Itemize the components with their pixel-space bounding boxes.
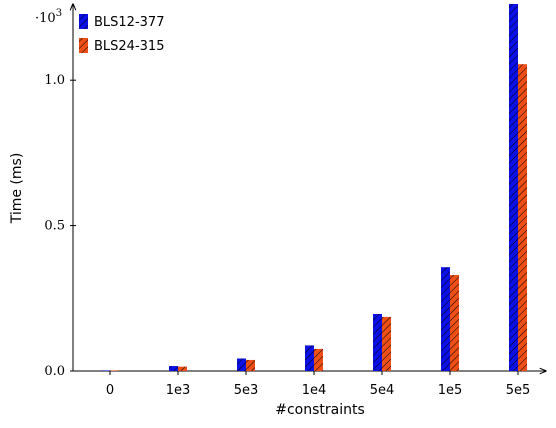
x-tick-label: 5e3 (234, 383, 259, 398)
bars (101, 4, 527, 372)
bar-bls12-377-1e5 (441, 267, 450, 371)
y-ticks: 0.0 0.5 1.0 (44, 73, 76, 379)
bar-bls12-377-5e3 (237, 358, 246, 371)
y-scale-exponent: ·103 (35, 8, 62, 26)
x-tick-label: 5e5 (506, 383, 531, 398)
bar-bls12-377-5e5 (509, 4, 518, 371)
x-tick-label: 5e4 (370, 383, 395, 398)
bar-bls12-377-5e4 (373, 314, 382, 371)
bar-bls24-315-5e3 (246, 359, 255, 371)
y-tick-label: 0.0 (44, 364, 65, 379)
bar-bls24-315-1e3 (178, 366, 187, 371)
legend-label-bls24-315: BLS24-315 (94, 39, 164, 54)
bar-bls24-315-1e5 (450, 275, 459, 371)
x-ticks: 0 1e3 5e3 1e4 5e4 1e5 5e5 (106, 371, 530, 398)
legend: BLS12-377 BLS24-315 (79, 14, 164, 54)
y-tick-label: 0.5 (44, 219, 65, 234)
legend-swatch-bls12-377 (79, 14, 88, 29)
y-axis-label: Time (ms) (9, 153, 25, 225)
y-tick-label: 1.0 (44, 73, 65, 88)
x-tick-label: 1e5 (438, 383, 463, 398)
bar-bls24-315-0 (110, 370, 119, 371)
bar-bls12-377-0 (101, 370, 110, 371)
bar-bls12-377-1e4 (305, 345, 314, 371)
x-tick-label: 1e4 (302, 383, 327, 398)
bar-bls12-377-1e3 (169, 366, 178, 371)
x-axis-label: #constraints (275, 402, 365, 418)
bar-bls24-315-5e5 (518, 64, 527, 372)
x-tick-label: 0 (106, 383, 114, 398)
x-tick-label: 1e3 (166, 383, 191, 398)
bar-bls24-315-1e4 (314, 348, 323, 371)
bar-bls24-315-5e4 (382, 316, 391, 371)
legend-label-bls12-377: BLS12-377 (94, 15, 164, 30)
legend-swatch-bls24-315 (79, 38, 88, 53)
